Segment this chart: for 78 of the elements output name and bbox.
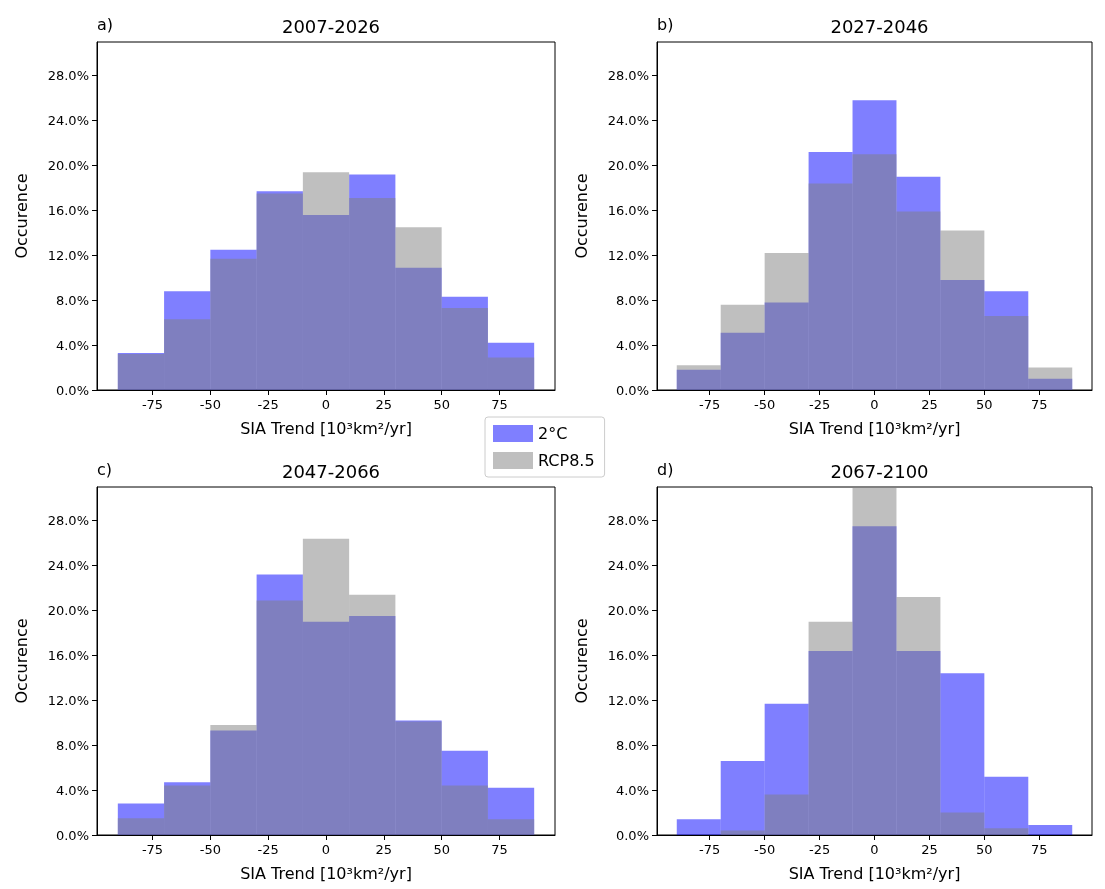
y-tick-label: 24.0% — [607, 113, 649, 129]
y-tick-label: 28.0% — [607, 68, 649, 84]
y-tick-label: 0.0% — [615, 382, 649, 398]
y-tick-label: 4.0% — [55, 782, 89, 798]
y-tick-label: 8.0% — [55, 292, 89, 308]
x-tick-label: -25 — [257, 397, 279, 412]
x-axis-title: SIA Trend [10³km²/yr] — [788, 863, 961, 883]
y-axis-title: Occurence — [11, 618, 31, 704]
x-tick-label: 0 — [870, 397, 879, 412]
y-tick-label: 20.0% — [607, 602, 649, 618]
y-tick-label: 28.0% — [47, 68, 89, 84]
y-tick-label: 4.0% — [615, 782, 649, 798]
y-tick-label: 0.0% — [55, 827, 89, 843]
x-tick-label: -50 — [754, 397, 776, 412]
y-axis-title: Occurence — [571, 173, 591, 259]
text: c) — [97, 459, 113, 479]
y-tick-label: 24.0% — [47, 113, 89, 129]
y-tick-label: 16.0% — [607, 647, 649, 663]
y-tick-label: 16.0% — [47, 647, 89, 663]
y-tick-label: 12.0% — [607, 247, 649, 263]
y-tick-label: 12.0% — [607, 692, 649, 708]
text: a) — [97, 14, 114, 34]
x-tick-label: 75 — [491, 842, 508, 857]
x-tick-label: -75 — [141, 397, 164, 412]
y-tick-label: 0.0% — [615, 827, 649, 843]
x-tick-label: 25 — [375, 397, 393, 412]
x-tick-label: -25 — [257, 842, 279, 857]
legend-label: RCP8.5 — [538, 451, 595, 470]
x-tick-label: 0 — [321, 842, 331, 857]
y-axis-title: Occurence — [571, 618, 591, 704]
y-tick-label: 16.0% — [47, 202, 89, 218]
x-tick-label: 50 — [976, 842, 993, 857]
text: b) — [657, 14, 674, 34]
y-axis-title: Occurence — [11, 173, 31, 259]
x-axis-title: SIA Trend [10³km²/yr] — [240, 418, 412, 438]
y-tick-label: 8.0% — [615, 292, 649, 308]
x-tick-label: -25 — [808, 397, 831, 412]
y-tick-label: 4.0% — [55, 337, 89, 353]
y-tick-label: 24.0% — [607, 558, 649, 574]
y-tick-label: 20.0% — [47, 157, 89, 173]
chart-title: 2027-2046 — [830, 15, 929, 37]
x-tick-label: 75 — [1031, 842, 1048, 857]
y-tick-label: 24.0% — [47, 558, 89, 574]
text: d) — [657, 459, 674, 479]
x-tick-label: -50 — [754, 842, 776, 857]
x-tick-label: -50 — [199, 842, 221, 857]
y-tick-label: 20.0% — [47, 602, 89, 618]
chart-title: 2007-2026 — [281, 15, 381, 37]
y-tick-label: 16.0% — [607, 202, 649, 218]
x-tick-label: 75 — [1031, 397, 1048, 412]
y-tick-label: 28.0% — [607, 513, 649, 529]
y-tick-label: 12.0% — [47, 247, 89, 263]
chart-title: 2067-2100 — [830, 460, 929, 482]
chart-title: 2047-2066 — [281, 460, 381, 482]
x-tick-label: -75 — [141, 842, 164, 857]
y-tick-label: 0.0% — [55, 382, 89, 398]
x-tick-label: 25 — [921, 397, 938, 412]
x-tick-label: 75 — [491, 397, 508, 412]
y-tick-label: 8.0% — [55, 737, 89, 753]
x-axis-title: SIA Trend [10³km²/yr] — [788, 418, 961, 438]
x-tick-label: 50 — [433, 397, 450, 412]
x-tick-label: 0 — [321, 397, 331, 412]
y-tick-label: 4.0% — [615, 337, 649, 353]
x-tick-label: 50 — [433, 842, 450, 857]
x-tick-label: -50 — [199, 397, 221, 412]
y-tick-label: 8.0% — [615, 737, 649, 753]
y-tick-label: 28.0% — [47, 513, 89, 529]
x-tick-label: -75 — [699, 842, 721, 857]
x-tick-label: -25 — [808, 842, 831, 857]
x-tick-label: -75 — [699, 397, 721, 412]
y-tick-label: 20.0% — [607, 157, 649, 173]
x-tick-label: 25 — [921, 842, 938, 857]
x-axis-title: SIA Trend [10³km²/yr] — [240, 863, 412, 883]
x-tick-label: 25 — [375, 842, 393, 857]
legend-label: 2°C — [538, 424, 568, 443]
x-tick-label: 0 — [870, 842, 879, 857]
x-tick-label: 50 — [976, 397, 993, 412]
y-tick-label: 12.0% — [47, 692, 89, 708]
